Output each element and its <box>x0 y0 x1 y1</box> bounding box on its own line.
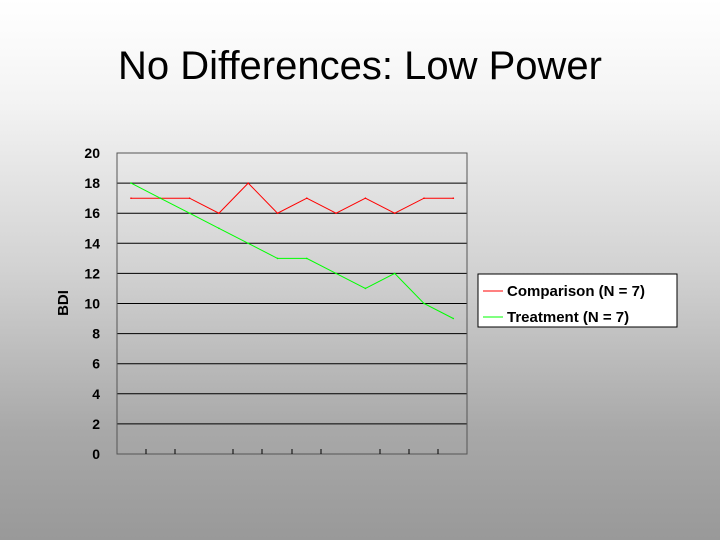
data-point <box>218 227 220 230</box>
y-tick-label: 20 <box>84 145 100 161</box>
series-lines <box>130 182 455 320</box>
data-point <box>335 212 337 214</box>
data-point <box>130 182 132 184</box>
data-point <box>393 272 396 275</box>
y-tick-label: 12 <box>84 265 100 281</box>
series-line-comparison <box>131 182 454 214</box>
data-point <box>452 317 455 320</box>
legend-label: Treatment (N = 7) <box>507 309 629 326</box>
data-point <box>452 197 455 199</box>
legend: Comparison (N = 7) Treatment (N = 7) <box>477 273 678 328</box>
y-tick-label: 2 <box>92 416 100 432</box>
data-point <box>159 197 162 199</box>
y-tick-label: 14 <box>84 235 100 251</box>
data-point <box>306 257 308 260</box>
x-axis-tick-marks <box>145 449 439 454</box>
slide-title: No Differences: Low Power <box>118 44 602 88</box>
y-tick-label: 4 <box>92 386 100 402</box>
data-point <box>188 212 191 214</box>
data-point <box>335 272 337 275</box>
y-tick-label: 8 <box>92 326 100 342</box>
data-point <box>276 257 279 260</box>
legend-box <box>477 273 678 328</box>
data-point <box>188 197 191 199</box>
legend-label: Comparison (N = 7) <box>507 283 645 300</box>
grid-lines <box>117 182 467 425</box>
data-point <box>364 287 367 290</box>
data-point <box>423 302 425 305</box>
series-line-treatment <box>130 182 454 319</box>
data-point <box>393 212 396 214</box>
y-tick-label: 16 <box>84 205 100 221</box>
data-point <box>247 242 249 245</box>
y-tick-label: 18 <box>84 175 100 191</box>
y-tick-label: 10 <box>84 296 100 312</box>
data-point <box>130 197 132 199</box>
data-point <box>364 197 367 199</box>
y-axis-tick-labels: 0 2 4 6 8 10 12 14 16 18 20 <box>84 145 100 462</box>
y-tick-label: 6 <box>92 356 100 372</box>
data-point <box>218 212 220 214</box>
y-axis-label: BDI <box>55 290 72 316</box>
data-point <box>306 197 308 199</box>
data-point <box>423 197 425 199</box>
y-tick-label: 0 <box>92 446 100 462</box>
data-point <box>247 182 249 184</box>
data-point <box>276 212 279 214</box>
